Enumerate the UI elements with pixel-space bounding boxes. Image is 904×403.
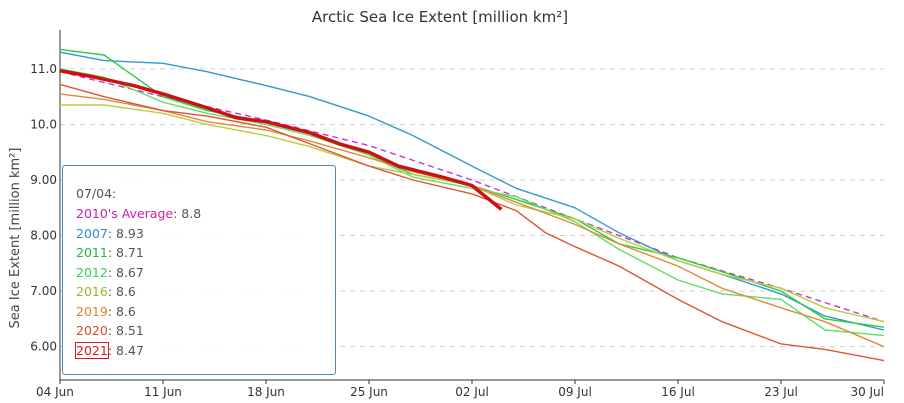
- y-axis-label: Sea Ice Extent [million km²]: [8, 148, 23, 329]
- tooltip-rows: 2010's Average: 8.8 2007: 8.93 2011: 8.71 2…: [75, 204, 335, 361]
- tooltip-series-name: 2012: [76, 264, 108, 280]
- x-tick-label: 11 Jun: [144, 385, 182, 399]
- tooltip-series-name: 2020: [76, 323, 108, 338]
- hover-tooltip: 07/04: 2010's Average: 8.8 2007: 8.93 2011…: [62, 165, 336, 375]
- tooltip-row: 2019: 8.6: [76, 302, 335, 322]
- x-tick-label: 30 Jul: [850, 385, 884, 399]
- tooltip-value: 8.47: [116, 342, 144, 358]
- tooltip-row: 2011: 8.71: [76, 243, 335, 263]
- series-lines: [59, 48, 885, 362]
- x-tick-label: 16 Jul: [661, 385, 695, 399]
- tooltip-value: 8.51: [116, 323, 144, 338]
- tooltip-series-name: 2011: [76, 245, 108, 260]
- tooltip-value: 8.6: [116, 284, 136, 299]
- tooltip-row: 2010's Average: 8.8: [76, 204, 335, 224]
- x-tick-label: 04 Jun: [36, 385, 74, 399]
- tooltip-series-name: 2016: [76, 284, 108, 299]
- tooltip-row: 2016: 8.6: [76, 282, 335, 302]
- x-tick-label: 02 Jul: [455, 385, 489, 399]
- tooltip-date: 07/04:: [76, 186, 117, 201]
- tooltip-series-name: 2019: [76, 303, 108, 319]
- tooltip-separator: :: [107, 284, 116, 299]
- x-axis-ticks: 04 Jun 11 Jun 18 Jun 25 Jun 02 Jul 09 Jul 16 J…: [36, 380, 885, 399]
- tooltip-row: 2021: 8.47: [75, 341, 335, 361]
- tooltip-row: 2020: 8.51: [76, 321, 335, 341]
- tooltip-series-name: 2010's Average: [76, 206, 174, 221]
- y-tick-label: 11.0: [30, 62, 57, 76]
- tooltip-series-name: 2021: [75, 341, 109, 359]
- tooltip-row: 2007: 8.93: [76, 224, 335, 244]
- tooltip-value: 8.6: [116, 303, 136, 319]
- tooltip-value: 8.67: [116, 264, 144, 280]
- tooltip-series-name: 2007: [76, 225, 108, 241]
- tooltip-value: 8.8: [181, 206, 202, 221]
- y-tick-label: 6.00: [30, 340, 57, 354]
- x-tick-label: 09 Jul: [558, 385, 592, 399]
- y-axis-ticks: 6.00 7.00 8.00 9.00 10.0 11.0: [30, 62, 57, 354]
- y-tick-label: 7.00: [30, 284, 57, 298]
- y-tick-label: 10.0: [30, 117, 57, 131]
- series-line-2021: [59, 68, 503, 211]
- tooltip-value: 8.93: [116, 225, 144, 241]
- y-tick-label: 9.00: [30, 173, 57, 187]
- series-line-2012: [59, 68, 885, 337]
- chart-title: Arctic Sea Ice Extent [million km²]: [312, 8, 568, 26]
- tooltip-separator: :: [107, 323, 116, 338]
- x-tick-label: 23 Jul: [764, 385, 798, 399]
- series-line-2007: [59, 51, 885, 331]
- y-tick-label: 8.00: [30, 229, 57, 243]
- tooltip-separator: :: [107, 245, 116, 260]
- tooltip-separator: :: [107, 225, 116, 241]
- x-tick-label: 25 Jun: [350, 385, 388, 399]
- gridlines: [60, 68, 884, 348]
- tooltip-value: 8.71: [116, 245, 144, 260]
- x-tick-label: 18 Jun: [247, 385, 285, 399]
- tooltip-row: 2012: 8.67: [76, 263, 335, 283]
- tooltip-separator: :: [107, 342, 116, 358]
- tooltip-separator: :: [107, 303, 116, 319]
- tooltip-separator: :: [107, 264, 116, 280]
- tooltip-separator: :: [173, 206, 182, 221]
